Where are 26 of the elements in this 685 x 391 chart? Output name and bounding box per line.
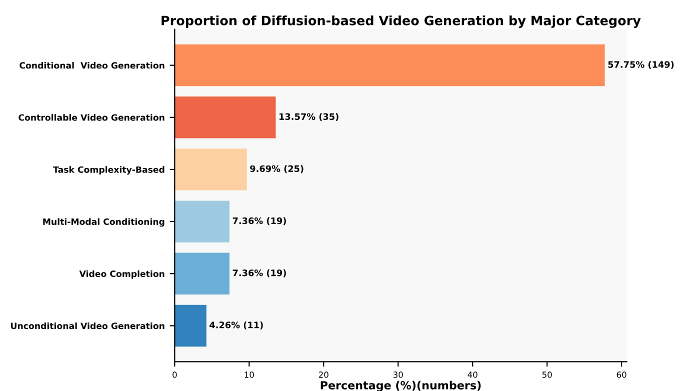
data-label: 4.26% (11) — [210, 321, 263, 330]
y-tick-label: Task Complexity-Based — [53, 166, 164, 175]
x-tick-label: 30 — [393, 372, 403, 378]
x-tick-label: 20 — [318, 372, 328, 378]
bar — [174, 96, 276, 138]
y-tick-label: Conditional Video Generation — [20, 62, 164, 69]
data-label: 13.57% (35) — [280, 113, 338, 121]
bar — [174, 200, 230, 242]
bar — [174, 44, 605, 86]
y-tick-label: Multi-Modal Conditioning — [43, 218, 164, 227]
x-tick-label: 0 — [172, 372, 177, 378]
bar — [174, 252, 230, 294]
bar — [174, 148, 247, 190]
data-label: 57.75% (149) — [608, 60, 674, 69]
chart-title: Proportion of Diffusion-based Video Generation by Major Category — [162, 15, 641, 28]
y-tick-label: Controllable Video Generation — [18, 114, 164, 121]
data-label: 7.36% (19) — [232, 217, 286, 226]
x-tick-label: 10 — [244, 372, 254, 378]
x-tick-label: 50 — [542, 372, 552, 378]
y-tick-label: Video Completion — [79, 270, 164, 279]
data-label: 9.69% (25) — [250, 165, 304, 174]
data-label: 7.36% (19) — [232, 269, 286, 278]
x-tick-label: 60 — [616, 372, 626, 378]
bar — [174, 304, 206, 347]
x-tick-label: 40 — [468, 372, 478, 378]
y-tick-label: Unconditional Video Generation — [11, 322, 164, 330]
